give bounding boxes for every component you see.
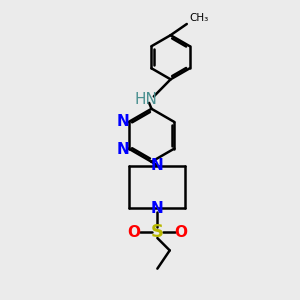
Text: S: S xyxy=(151,223,164,241)
Text: N: N xyxy=(117,114,130,129)
Text: N: N xyxy=(117,142,130,157)
Text: O: O xyxy=(174,225,188,240)
Text: O: O xyxy=(127,225,140,240)
Text: N: N xyxy=(151,200,164,215)
Text: N: N xyxy=(151,158,164,173)
Text: CH₃: CH₃ xyxy=(189,13,208,22)
Text: HN: HN xyxy=(134,92,157,107)
